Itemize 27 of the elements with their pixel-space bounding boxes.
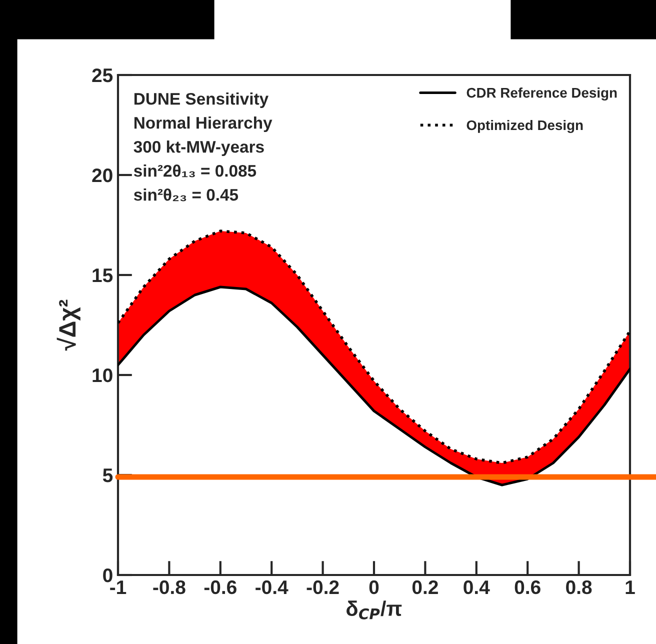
annotation: sin²θ₂₃ = 0.45 bbox=[134, 188, 238, 202]
y-axis-title: √Δχ² bbox=[56, 300, 80, 351]
x-tick-label: -0.6 bbox=[204, 580, 236, 594]
y-tick-label: 5 bbox=[102, 468, 113, 482]
x-tick-label: 1 bbox=[626, 580, 635, 594]
x-tick-label: 0 bbox=[369, 580, 379, 594]
x-tick-label: 0.8 bbox=[566, 580, 592, 594]
line-series bbox=[118, 286, 630, 486]
x-tick-label: -0.4 bbox=[256, 580, 288, 594]
annotation: sin²2θ₁₃ = 0.085 bbox=[134, 164, 256, 178]
x-axis-title: δ$_{CP}$/π bbox=[346, 600, 402, 620]
y-tick-label: 25 bbox=[92, 68, 113, 82]
y-tick-label: 20 bbox=[92, 168, 112, 182]
y-tick-label: 10 bbox=[92, 368, 112, 382]
annotation: Normal Hierarchy bbox=[134, 116, 272, 132]
x-tick-label: -0.2 bbox=[306, 580, 339, 594]
annotation: DUNE Sensitivity bbox=[134, 92, 268, 108]
x-tick-label: -0.8 bbox=[153, 580, 186, 594]
annotation: 300 kt-MW-years bbox=[134, 140, 264, 156]
x-tick-label: 0.6 bbox=[514, 580, 540, 594]
y-tick-label: 0 bbox=[103, 568, 112, 582]
legend-label: Optimized Design bbox=[466, 120, 583, 133]
legend-label: CDR Reference Design bbox=[466, 88, 617, 101]
x-tick-label: 0.4 bbox=[464, 580, 490, 594]
x-tick-label: 0.2 bbox=[412, 580, 438, 594]
x-tick-label: -1 bbox=[110, 580, 126, 594]
y-tick-label: 15 bbox=[92, 268, 113, 282]
